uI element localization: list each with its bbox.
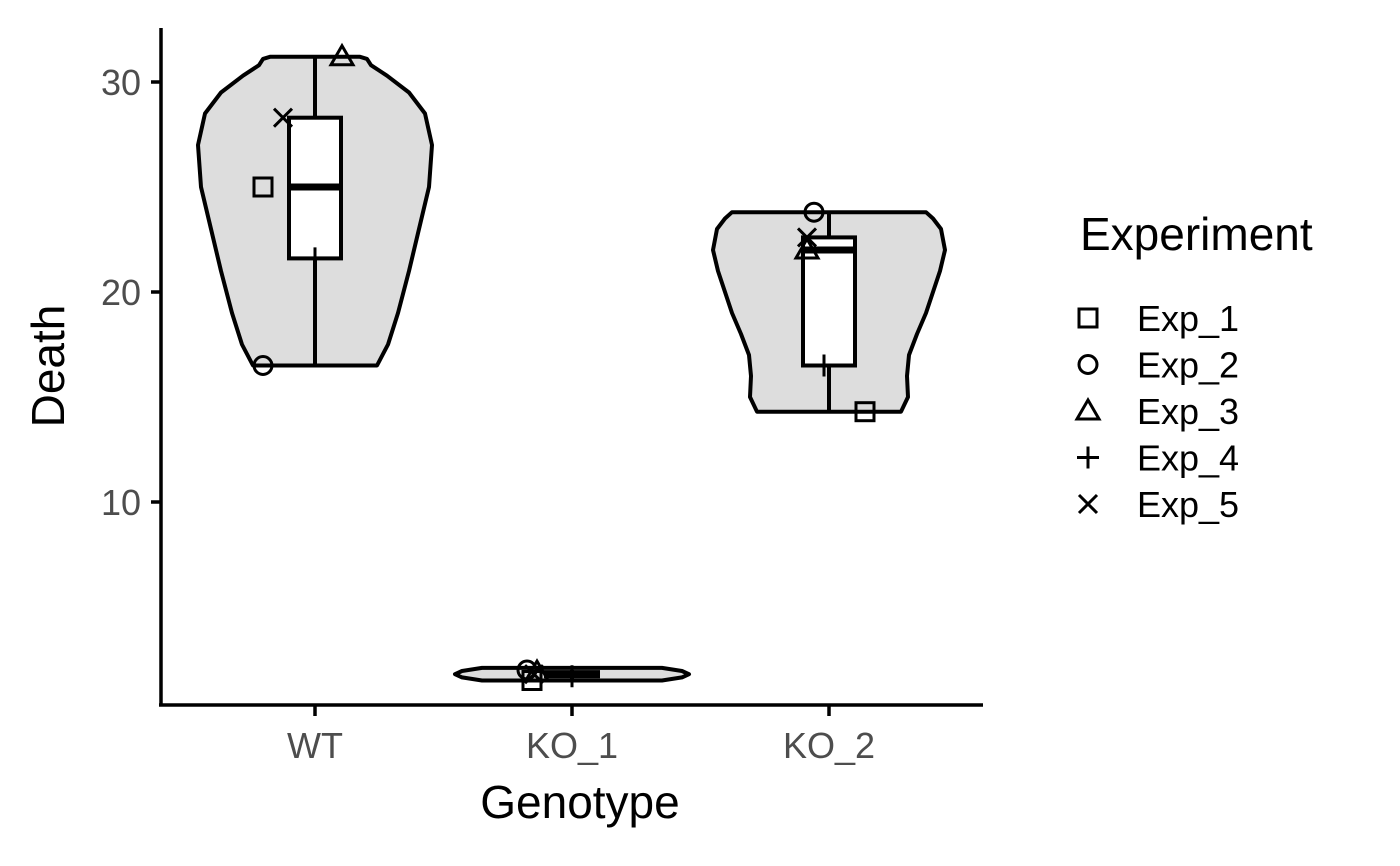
x-tick-label: KO_1 bbox=[526, 725, 618, 766]
y-ticks: 10 20 30 bbox=[101, 62, 161, 523]
legend: Experiment Exp_1 Exp_2 Exp_3 Exp_4 Exp_5 bbox=[1077, 208, 1313, 525]
legend-key-cross-icon bbox=[1079, 495, 1097, 513]
plot-area bbox=[198, 46, 945, 690]
legend-key-square-icon bbox=[1079, 309, 1097, 327]
legend-title: Experiment bbox=[1080, 208, 1313, 260]
legend-label: Exp_3 bbox=[1137, 391, 1239, 432]
legend-label: Exp_4 bbox=[1137, 438, 1239, 479]
y-tick-label: 30 bbox=[101, 62, 141, 103]
y-tick-label: 10 bbox=[101, 482, 141, 523]
legend-label: Exp_5 bbox=[1137, 484, 1239, 525]
y-axis-title: Death bbox=[22, 305, 74, 428]
legend-key-circle-icon bbox=[1079, 356, 1097, 374]
y-tick-label: 20 bbox=[101, 272, 141, 313]
legend-label: Exp_2 bbox=[1137, 345, 1239, 386]
legend-key-plus-icon bbox=[1077, 447, 1099, 469]
legend-label: Exp_1 bbox=[1137, 298, 1239, 339]
x-tick-label: WT bbox=[287, 725, 343, 766]
x-axis-title: Genotype bbox=[480, 776, 679, 828]
x-tick-label: KO_2 bbox=[783, 725, 875, 766]
x-ticks: WT KO_1 KO_2 bbox=[287, 705, 875, 766]
legend-items: Exp_1 Exp_2 Exp_3 Exp_4 Exp_5 bbox=[1077, 298, 1239, 525]
legend-key-triangle-icon bbox=[1077, 400, 1099, 419]
